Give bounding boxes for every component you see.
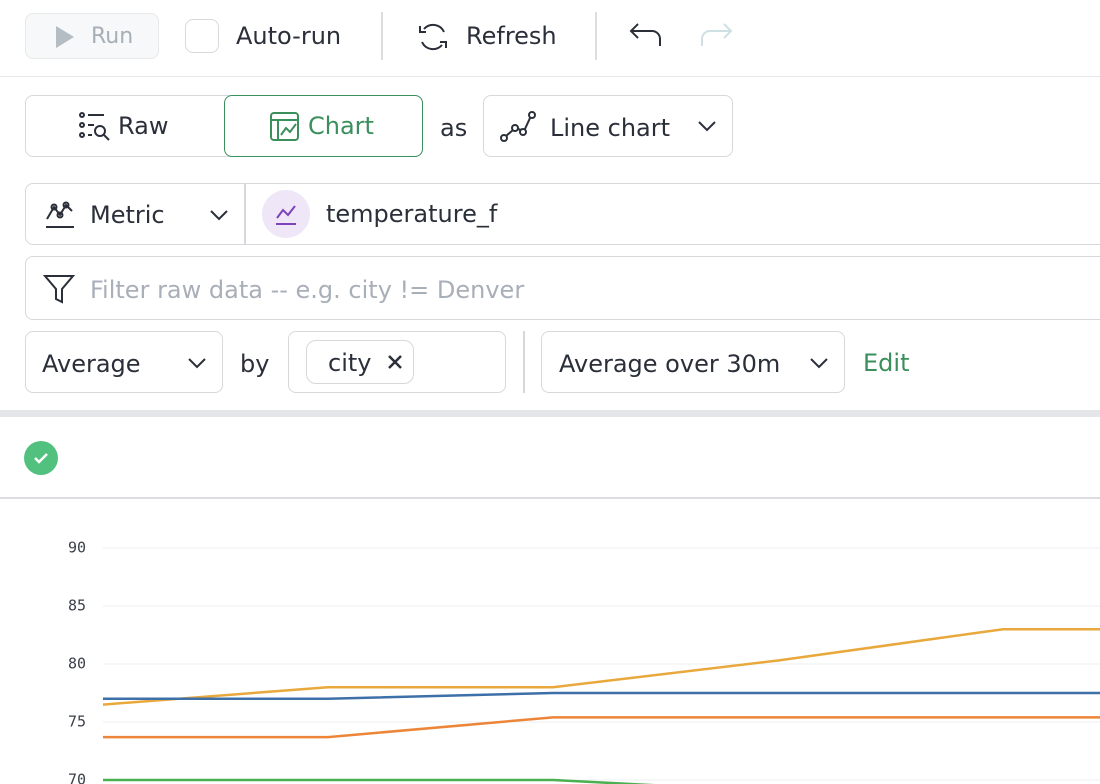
raw-icon (79, 112, 110, 141)
edit-link[interactable]: Edit (863, 349, 910, 377)
chevron (810, 358, 828, 369)
raw-tab-label[interactable]: Raw (118, 112, 169, 140)
chart-tab-label[interactable]: Chart (308, 112, 374, 140)
group-input[interactable]: city (288, 331, 506, 393)
series-line (103, 778, 655, 784)
separator (523, 331, 525, 393)
group-tag-label: city (328, 349, 372, 377)
chart-type-label: Line chart (550, 114, 671, 142)
separator (381, 12, 383, 60)
aggregation-label: Average (42, 350, 141, 378)
refresh-label[interactable]: Refresh (466, 22, 557, 50)
metric-value[interactable]: temperature_f (326, 200, 498, 228)
chevron (210, 210, 228, 221)
remove-tag-icon[interactable] (387, 354, 403, 370)
as-label: as (440, 114, 468, 142)
metric-badge (262, 190, 310, 238)
by-label: by (240, 350, 270, 378)
filter-placeholder: Filter raw data -- e.g. city != Denver (90, 276, 525, 304)
play-icon (56, 26, 74, 48)
window-select[interactable]: Average over 30m (541, 331, 845, 393)
refresh-icon[interactable] (416, 20, 450, 54)
chart-type-select[interactable]: Line chart (483, 95, 733, 157)
autorun-checkbox[interactable] (185, 19, 219, 53)
status-ok (24, 441, 58, 475)
resize-bar (0, 410, 1100, 417)
metric-icon (46, 201, 74, 228)
filter-icon (42, 275, 76, 304)
run-label: Run (91, 24, 134, 49)
line-chart-icon (500, 111, 536, 142)
window-label: Average over 30m (559, 350, 781, 378)
y-tick-label: 90 (68, 539, 86, 557)
y-tick-label: 75 (68, 713, 86, 731)
redo-icon[interactable] (698, 20, 734, 50)
metric-label[interactable]: Metric (90, 201, 165, 229)
y-tick-label: 70 (68, 771, 86, 784)
series-line (102, 627, 1100, 706)
series-line (103, 716, 1100, 739)
y-tick-label: 80 (68, 655, 86, 673)
chart: 70 75 80 85 90 (68, 539, 1100, 784)
check-icon (34, 453, 48, 464)
group-tag: city (306, 340, 414, 384)
chevron (698, 121, 716, 132)
chevron (188, 358, 206, 369)
autorun-label: Auto-run (236, 22, 342, 50)
aggregation-select[interactable]: Average (25, 331, 223, 393)
separator (244, 184, 246, 244)
divider (0, 76, 1100, 77)
divider (0, 497, 1100, 499)
separator (595, 12, 597, 60)
run-button[interactable]: Run (25, 13, 159, 59)
chart-icon (270, 112, 299, 141)
chart-tab[interactable] (224, 95, 423, 157)
y-tick-label: 85 (68, 597, 86, 615)
undo-icon[interactable] (628, 20, 664, 50)
filter-input[interactable]: Filter raw data -- e.g. city != Denver (25, 256, 1100, 320)
metric-row (25, 183, 1100, 245)
metric-badge-icon (276, 205, 296, 225)
series-line (103, 691, 1100, 701)
